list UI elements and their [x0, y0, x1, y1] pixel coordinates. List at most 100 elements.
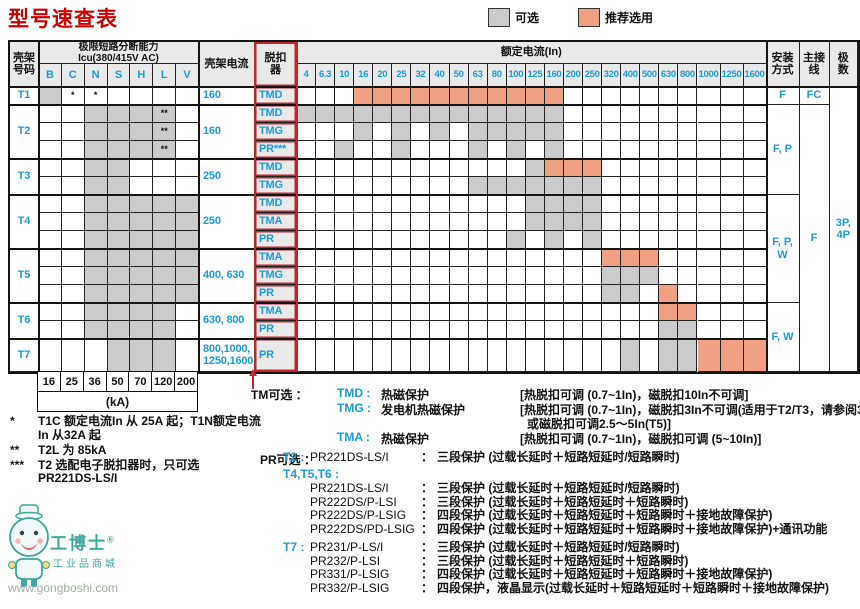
- tm-key: TMD :: [337, 386, 371, 400]
- rating-cell-T2-TMD-4: [297, 105, 317, 123]
- icu-cell-T4-H: [130, 231, 154, 249]
- trip-unit-T2-TMD: TMD: [255, 105, 297, 123]
- rating-cell-T5-TMG-250: [583, 267, 603, 285]
- rating-cell-T3-TMG-32: [411, 177, 431, 195]
- pr-k: T7 :: [283, 540, 305, 554]
- icu-cell-T2-S: [107, 123, 131, 141]
- icu-cell-T4-V: [176, 213, 199, 231]
- rating-cell-T2-PR***-4: [297, 141, 317, 159]
- ka-value-200: 200: [174, 371, 198, 392]
- icu-cell-T4-V: [176, 195, 199, 213]
- icu-cell-T2-S: [107, 141, 131, 159]
- pr-col: ：: [421, 450, 434, 464]
- footnote-2: ** T2L 为 85kA: [10, 443, 261, 458]
- rating-cell-T6-TMA-400: [621, 303, 641, 321]
- icu-cell-T2-C: [61, 123, 85, 141]
- header-in-80: 80: [487, 64, 507, 87]
- rating-cell-T4-TMD-800: [678, 195, 698, 213]
- icu-cell-T3-L: [153, 159, 177, 177]
- trip-unit-T3-TMG: TMG: [255, 177, 297, 195]
- icu-cell-T5-B: [39, 267, 62, 285]
- rating-cell-T5-TMA-80: [487, 249, 507, 267]
- rating-cell-T6-PR-400: [621, 321, 641, 339]
- rating-cell-T4-TMD-32: [411, 195, 431, 213]
- icu-cell-T1-S: [107, 87, 131, 105]
- rating-cell-T1-TMD-1000: [697, 87, 721, 105]
- header-in-20: 20: [373, 64, 393, 87]
- rating-cell-T3-TMG-400: [621, 177, 641, 195]
- icu-cell-T2-H: [130, 105, 154, 123]
- rating-cell-T5-TMG-16: [354, 267, 374, 285]
- icu-cell-T4-L: [153, 195, 177, 213]
- pr-col: ：: [421, 521, 434, 536]
- icu-cell-T2-L: **: [153, 105, 177, 123]
- rating-cell-T4-TMD-1250: [720, 195, 744, 213]
- trip-unit-T5-PR: PR: [255, 285, 297, 303]
- rating-cell-T2-TMD-250: [583, 105, 603, 123]
- rating-cell-T1-TMD-320: [602, 87, 622, 105]
- icu-cell-T4-L: [153, 231, 177, 249]
- rating-cell-T5-TMG-1600: [743, 267, 767, 285]
- rating-cell-T1-TMD-32: [411, 87, 431, 105]
- icu-cell-T2-B: [39, 123, 62, 141]
- icu-cell-T7-N: [84, 339, 108, 372]
- rating-cell-T4-TMD-10: [335, 195, 355, 213]
- rating-cell-T5-TMG-500: [640, 267, 660, 285]
- icu-cell-T2-V: [176, 123, 199, 141]
- rating-cell-T3-TMD-6.3: [316, 159, 336, 177]
- icu-cell-T2-C: [61, 141, 85, 159]
- rating-cell-T3-TMD-25: [392, 159, 412, 177]
- rating-cell-T7-PR-160: [544, 339, 564, 372]
- icu-cell-T5-C: [61, 285, 85, 303]
- header-in-40: 40: [430, 64, 450, 87]
- header-frame-number: 壳架 号码: [10, 42, 39, 87]
- rating-cell-T1-TMD-20: [373, 87, 393, 105]
- rating-cell-T2-TMG-32: [411, 123, 431, 141]
- rating-cell-T2-TMD-32: [411, 105, 431, 123]
- frame-current-T7: 800,1000, 1250,1600: [199, 339, 255, 372]
- pr-item-8: PR331/P-LSIG ：四段保护 (过载长延时＋短路短延时＋短路瞬时＋接地故障…: [283, 567, 829, 582]
- header-in-125: 125: [525, 64, 545, 87]
- frame-label-T6: T6: [10, 303, 39, 339]
- rating-cell-T5-PR-630: [659, 285, 679, 303]
- rating-cell-T4-TMA-80: [487, 213, 507, 231]
- pr-col: ：: [421, 567, 434, 581]
- rating-cell-T2-PR***-400: [621, 141, 641, 159]
- frame-current-T5: 400, 630: [199, 249, 255, 303]
- rating-cell-T1-TMD-1250: [720, 87, 744, 105]
- rating-cell-T2-PR***-320: [602, 141, 622, 159]
- rating-cell-T6-PR-1600: [743, 321, 767, 339]
- watermark-url: www.gongboshi.com: [8, 581, 119, 595]
- rating-cell-T5-TMG-63: [468, 267, 488, 285]
- rating-cell-T4-PR-40: [430, 231, 450, 249]
- trip-unit-T7-PR: PR: [255, 339, 297, 372]
- rating-cell-T2-PR***-1000: [697, 141, 721, 159]
- icu-cell-T5-V: [176, 267, 199, 285]
- rating-cell-T6-TMA-125: [525, 303, 545, 321]
- icu-cell-T5-S: [107, 267, 131, 285]
- pr-item-5: PR222DS/PD-LSIG ：四段保护 (过载长延时＋短路短延时＋短路瞬时＋接…: [283, 521, 829, 537]
- icu-cell-T6-H: [130, 321, 154, 339]
- rating-cell-T4-TMD-80: [487, 195, 507, 213]
- rating-cell-T4-TMA-630: [659, 213, 679, 231]
- pr-col: ：: [421, 580, 434, 595]
- rating-cell-T2-TMD-10: [335, 105, 355, 123]
- rating-cell-T6-PR-20: [373, 321, 393, 339]
- rating-cell-T4-PR-4: [297, 231, 317, 249]
- rating-cell-T5-TMA-32: [411, 249, 431, 267]
- icu-cell-T4-N: [84, 231, 108, 249]
- tm-item-tmg-cont: 或磁脱扣可调2.5～5In(T5)]: [337, 415, 860, 431]
- rating-cell-T5-PR-400: [621, 285, 641, 303]
- rating-cell-T4-PR-50: [449, 231, 469, 249]
- icu-cell-T1-N: *: [84, 87, 108, 105]
- icu-cell-T4-B: [39, 231, 62, 249]
- rating-cell-T5-TMG-50: [449, 267, 469, 285]
- grid-divider: [765, 42, 768, 372]
- pr-d: 四段保护 (过载长延时＋短路短延时＋短路瞬时＋接地故障保护): [437, 567, 773, 581]
- tm-name: 热磁保护: [381, 388, 430, 402]
- rating-cell-T5-TMG-800: [678, 267, 698, 285]
- rating-cell-T3-TMD-32: [411, 159, 431, 177]
- icu-cell-T4-S: [107, 213, 131, 231]
- rating-cell-T4-PR-16: [354, 231, 374, 249]
- rating-cell-T2-PR***-125: [525, 141, 545, 159]
